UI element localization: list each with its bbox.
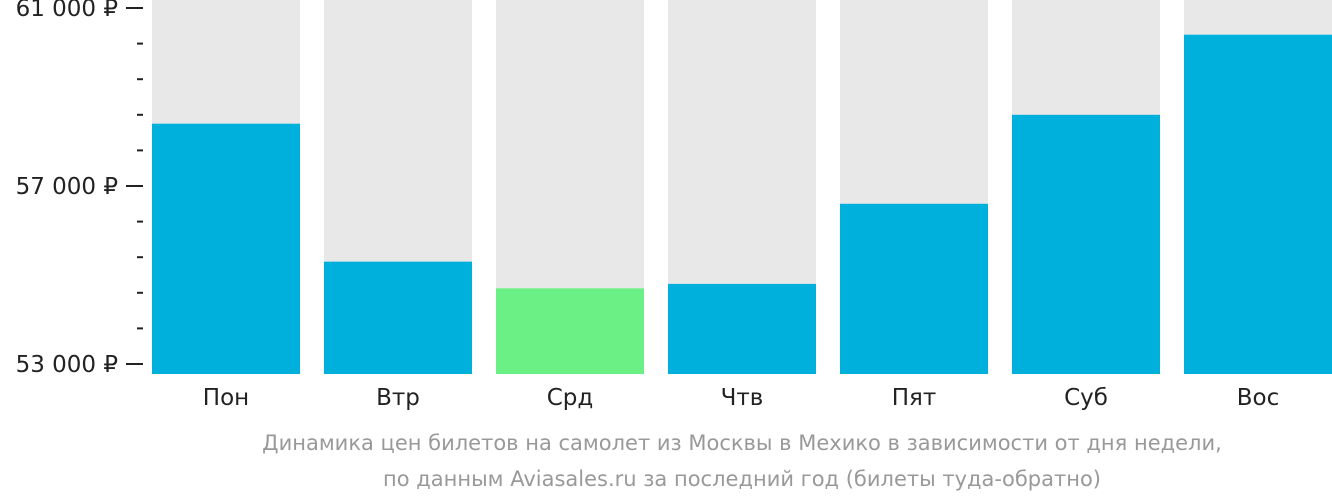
chart-caption-line-1: Динамика цен билетов на самолет из Москв…: [262, 431, 1222, 455]
bar-2: [324, 261, 472, 374]
y-tick-label-1: 61 000 ₽: [16, 0, 118, 22]
x-tick-label-4: Чтв: [721, 385, 764, 411]
y-tick-label-3: 53 000 ₽: [16, 352, 118, 378]
bar-3: [496, 288, 644, 374]
bar-6: [1012, 114, 1160, 375]
bar-4: [668, 283, 816, 374]
x-tick-label-1: Пон: [203, 385, 249, 411]
x-tick-label-5: Пят: [892, 385, 937, 411]
price-by-weekday-chart: Пон Втр Срд Чтв Пят Суб Вос 61 000 ₽ 57 000 ₽ 53 …: [16, 0, 1332, 411]
x-tick-label-6: Суб: [1064, 385, 1108, 411]
x-tick-label-3: Срд: [547, 385, 594, 411]
bar-5: [840, 203, 988, 374]
chart-caption-line-2: по данным Aviasales.ru за последний год …: [383, 467, 1101, 491]
x-tick-label-7: Вос: [1237, 385, 1280, 411]
bar-1: [152, 123, 300, 374]
bar-7: [1184, 34, 1332, 374]
y-tick-label-2: 57 000 ₽: [16, 174, 118, 200]
x-tick-label-2: Втр: [376, 385, 420, 411]
